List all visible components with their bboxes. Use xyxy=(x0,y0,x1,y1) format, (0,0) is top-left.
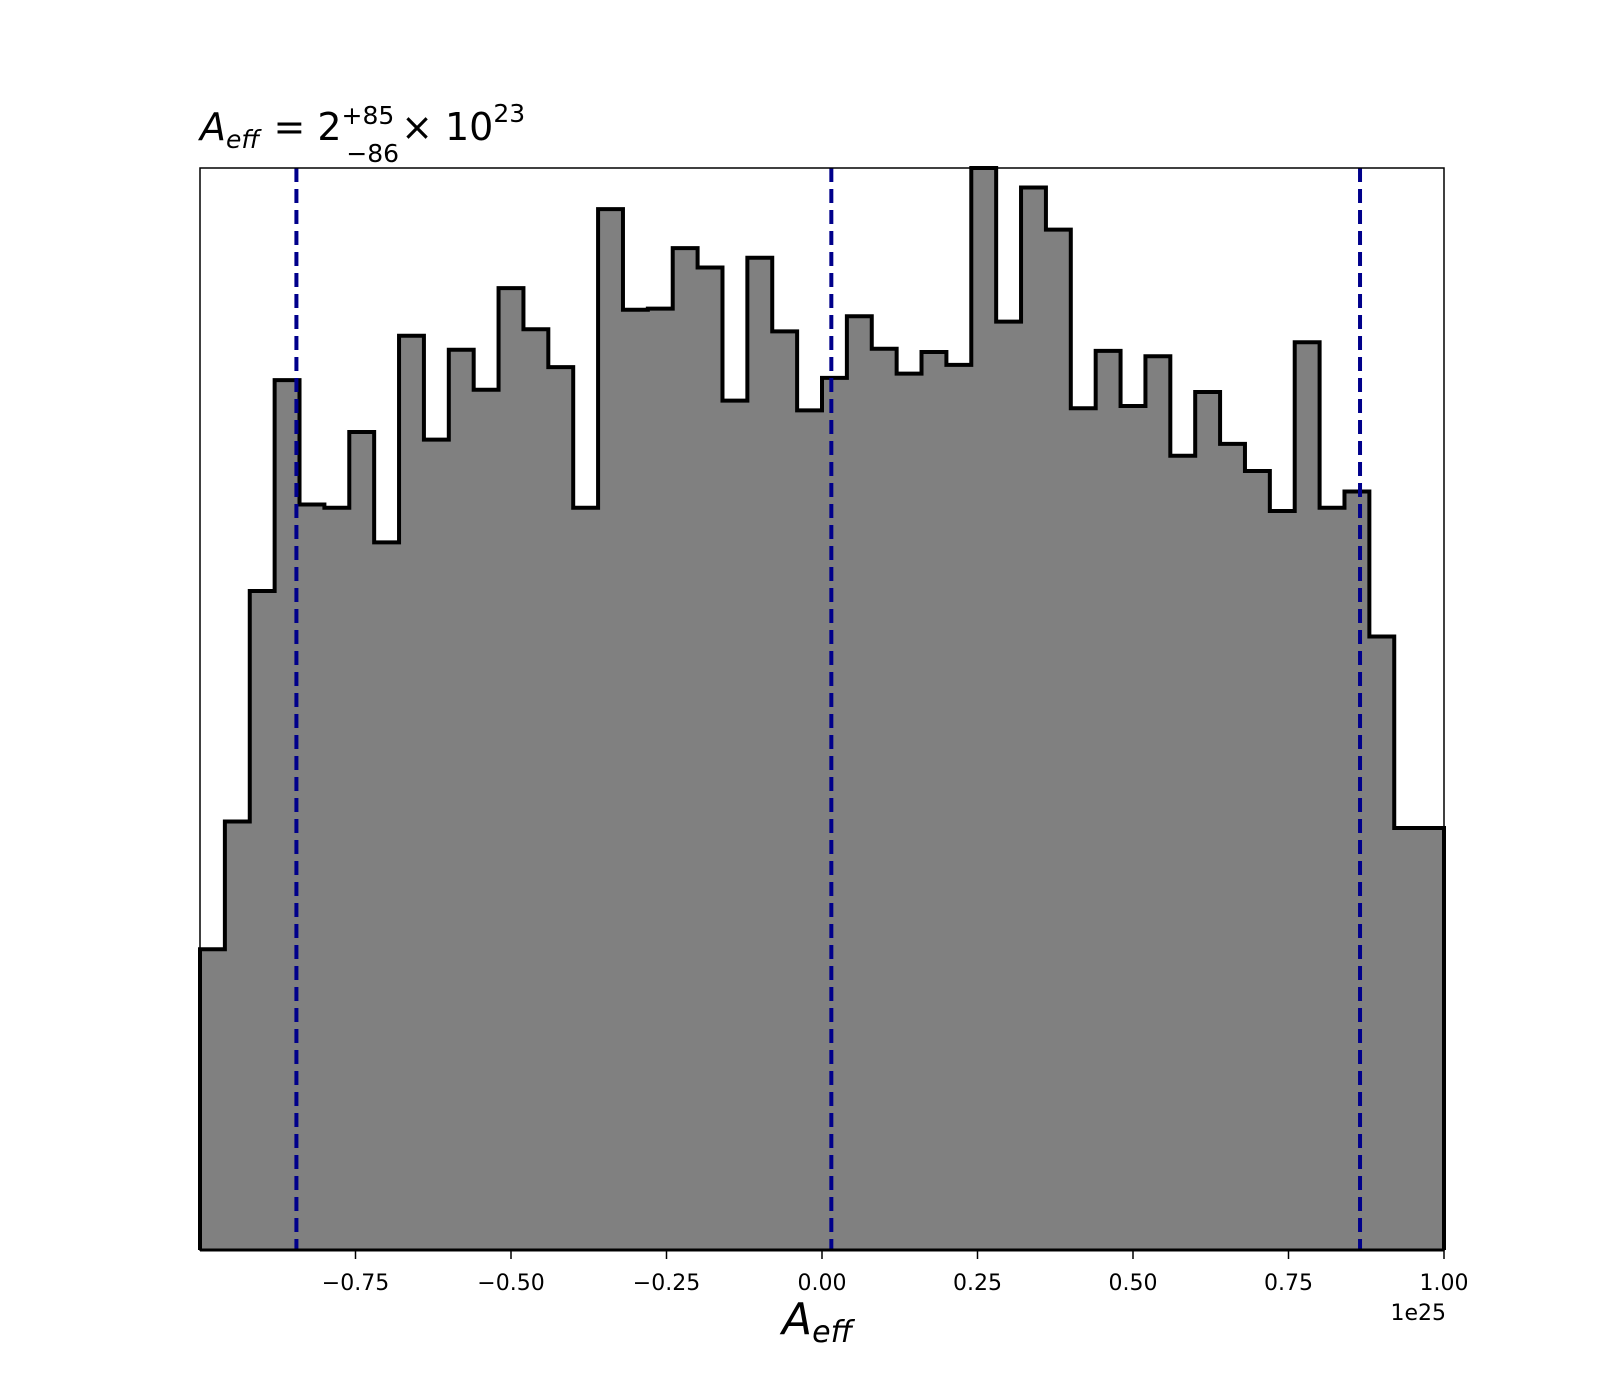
x-ticks: −0.75 −0.50 −0.25 0.00 0.25 0.50 0.75 1.00 xyxy=(322,1250,1469,1296)
x-offset-label: 1e25 xyxy=(1390,1301,1446,1326)
histogram-bin xyxy=(374,542,399,1250)
histogram-bin xyxy=(523,329,548,1250)
histogram-bin xyxy=(324,508,349,1250)
histogram-bin xyxy=(1245,471,1270,1250)
histogram-bin xyxy=(300,505,325,1250)
x-tick-label: −0.75 xyxy=(322,1271,389,1296)
histogram-bin xyxy=(971,168,996,1250)
histogram-bin xyxy=(996,322,1021,1250)
histogram-bin xyxy=(1220,444,1245,1250)
title-equals: = 2 xyxy=(273,105,341,149)
xlabel-symbol: A xyxy=(779,1294,812,1345)
histogram-bin xyxy=(722,401,747,1250)
histogram-bin xyxy=(797,410,822,1250)
histogram-bin xyxy=(1046,230,1071,1250)
histogram-bin xyxy=(598,209,623,1250)
x-tick-label: −0.50 xyxy=(477,1271,544,1296)
histogram-bin xyxy=(499,288,524,1250)
histogram-bin xyxy=(772,331,797,1250)
histogram-bin xyxy=(1195,392,1220,1250)
histogram-bin xyxy=(822,378,847,1250)
histogram-bin xyxy=(1295,342,1320,1250)
histogram-bin xyxy=(1270,511,1295,1250)
histogram-bin xyxy=(250,591,275,1250)
x-tick-label: 0.75 xyxy=(1264,1271,1313,1296)
histogram-outline xyxy=(198,166,1446,1250)
histogram-bin xyxy=(1096,351,1121,1250)
x-tick-label: 0.25 xyxy=(953,1271,1002,1296)
x-tick-label: 1.00 xyxy=(1420,1271,1469,1296)
title-exponent: 23 xyxy=(493,99,525,128)
histogram-bin xyxy=(673,248,698,1250)
histogram-bin xyxy=(698,268,723,1250)
histogram-bin xyxy=(1344,492,1369,1250)
histogram-bin xyxy=(1170,456,1195,1250)
histogram-bin xyxy=(548,367,573,1250)
histogram-bin xyxy=(1320,508,1345,1250)
title-times: × 10 xyxy=(401,105,493,149)
histogram-bin xyxy=(1021,187,1046,1250)
histogram-bin xyxy=(449,350,474,1250)
xlabel-subscript: eff xyxy=(812,1315,855,1350)
title-lower: −86 xyxy=(346,139,399,168)
histogram-bin xyxy=(1369,637,1394,1250)
x-axis-label: Aeff xyxy=(779,1294,856,1350)
chart-title: Aeff = 2+85 −86× 1023 xyxy=(197,99,525,168)
histogram-bin xyxy=(946,365,971,1250)
quantile-lines xyxy=(294,168,1363,1250)
histogram-fill xyxy=(200,168,1444,1250)
histogram-bin xyxy=(200,949,225,1250)
title-symbol: A xyxy=(197,105,226,149)
histogram-bin xyxy=(399,336,424,1250)
title-symbol-subscript: eff xyxy=(226,125,262,154)
histogram-bin xyxy=(1394,828,1419,1250)
histogram-bin xyxy=(225,822,250,1250)
histogram-bin xyxy=(1121,406,1146,1250)
histogram-bin xyxy=(573,508,598,1250)
histogram-bin xyxy=(922,352,947,1250)
histogram-bin xyxy=(474,390,499,1250)
x-tick-label: 0.50 xyxy=(1109,1271,1158,1296)
plot-area: −0.75 −0.50 −0.25 0.00 0.25 0.50 0.75 1.00 xyxy=(198,166,1469,1296)
histogram-bin xyxy=(1419,828,1444,1250)
histogram-bin xyxy=(648,309,673,1250)
histogram-bin xyxy=(847,316,872,1250)
histogram-bin xyxy=(1145,356,1170,1250)
histogram-bin xyxy=(897,374,922,1250)
title-upper: +85 xyxy=(342,101,395,130)
histogram-bin xyxy=(747,258,772,1250)
histogram-bin xyxy=(872,349,897,1250)
histogram-bin xyxy=(349,432,374,1250)
histogram-bin xyxy=(424,440,449,1250)
histogram-bin xyxy=(623,310,648,1250)
x-tick-label: −0.25 xyxy=(633,1271,700,1296)
x-tick-label: 0.00 xyxy=(798,1271,847,1296)
histogram-bin xyxy=(1071,408,1096,1250)
